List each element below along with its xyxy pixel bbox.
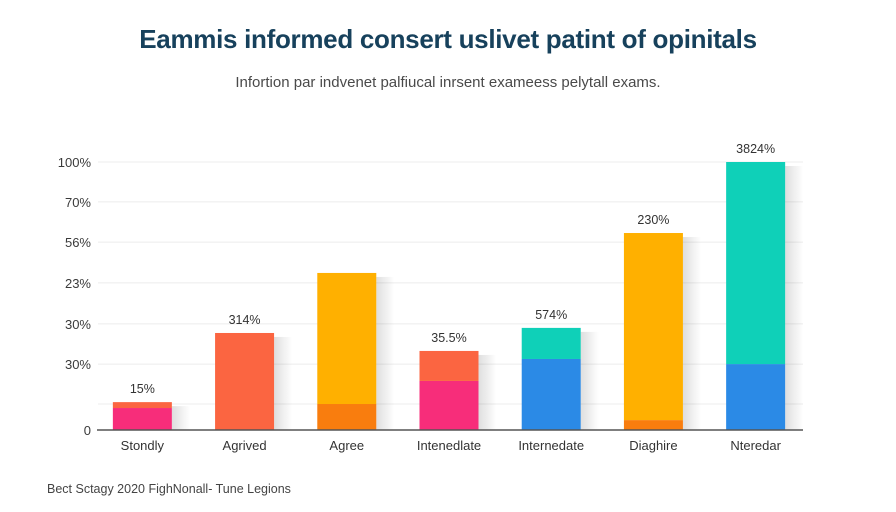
data-label: 35.5%	[431, 331, 466, 345]
bar-segment	[726, 162, 786, 365]
bar-segment	[317, 404, 377, 430]
bar	[112, 402, 172, 430]
x-tick-label: Agree	[329, 438, 364, 453]
bar-segment	[112, 408, 172, 430]
y-axis-ticks: 0 30% 30% 23% 56% 70% 100%	[58, 155, 92, 438]
bar-segment	[623, 420, 683, 430]
bar-segment	[623, 233, 683, 421]
chart-subtitle: Infortion par indvenet palfiucal inrsent…	[235, 74, 661, 91]
chart-title: Eammis informed consert uslivet patint o…	[139, 24, 757, 54]
data-label: 3824%	[736, 142, 775, 156]
y-tick-label: 0	[84, 423, 91, 438]
bar	[726, 162, 786, 430]
bar-segment	[726, 364, 786, 430]
bar-shadow	[785, 166, 804, 430]
chart-footnote: Bect Sctagy 2020 FighNonall- Tune Legion…	[47, 482, 291, 496]
x-axis-labels: Stondly Agrived Agree Intenedlate Internedat…	[121, 438, 782, 453]
x-tick-label: Nteredar	[730, 438, 781, 453]
x-tick-label: Intenedlate	[417, 438, 481, 453]
y-tick-label: 30%	[65, 317, 91, 332]
data-label: 230%	[637, 213, 669, 227]
bar-shadow	[682, 237, 701, 430]
bar-shadows	[171, 166, 804, 430]
bar-segment	[521, 327, 581, 359]
y-tick-label: 56%	[65, 235, 91, 250]
data-labels: 15% 314% 35.5% 574% 230% 3824%	[130, 142, 775, 396]
bar-shadow	[478, 354, 497, 430]
bar-segment	[419, 350, 479, 381]
y-tick-label: 30%	[65, 357, 91, 372]
bar-segment	[419, 380, 479, 430]
data-label: 314%	[229, 313, 261, 327]
bar-shadow	[274, 336, 293, 430]
data-label: 15%	[130, 382, 155, 396]
bar-segment	[521, 358, 581, 430]
bar	[215, 332, 275, 430]
bar	[317, 272, 377, 430]
bar-segment	[215, 332, 275, 430]
x-tick-label: Agrived	[223, 438, 267, 453]
y-tick-label: 70%	[65, 195, 91, 210]
x-tick-label: Internedate	[518, 438, 584, 453]
bar	[419, 350, 479, 430]
bars	[112, 162, 786, 430]
bar	[521, 327, 581, 430]
data-label: 574%	[535, 308, 567, 322]
bar-shadow	[376, 276, 395, 430]
y-tick-label: 100%	[58, 155, 92, 170]
bar	[623, 233, 683, 430]
bar-shadow	[171, 406, 190, 430]
bar-segment	[112, 402, 172, 409]
bar-shadow	[580, 331, 599, 430]
bar-segment	[317, 272, 377, 405]
x-tick-label: Diaghire	[629, 438, 677, 453]
y-tick-label: 23%	[65, 276, 91, 291]
x-tick-label: Stondly	[121, 438, 165, 453]
